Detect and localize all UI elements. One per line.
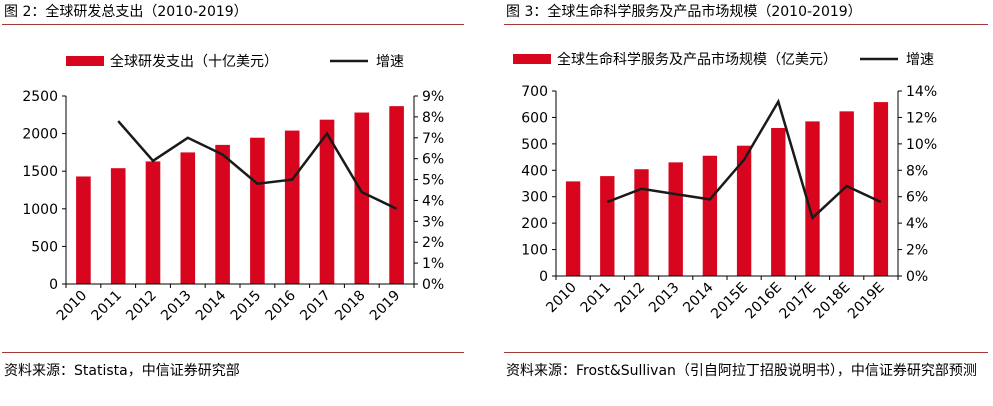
x-axis-tick-label: 2013 xyxy=(646,280,683,317)
figure-2-source: 资料来源：Statista，中信证券研究部 xyxy=(4,363,240,379)
y2-axis-tick-label: 8% xyxy=(906,163,928,179)
x-axis-tick-label: 2015E xyxy=(708,280,751,323)
y2-axis-tick-label: 2% xyxy=(906,243,928,259)
y2-axis-tick-label: 6% xyxy=(422,152,444,168)
figure-2-top-rule xyxy=(2,24,464,25)
x-axis-tick-label: 2016E xyxy=(742,280,785,323)
y2-axis-tick-label: 2% xyxy=(422,235,444,251)
y-axis-tick-label: 1000 xyxy=(22,202,58,218)
bar-2013 xyxy=(180,152,196,284)
y2-axis-tick-label: 6% xyxy=(906,190,928,206)
bar-2010 xyxy=(76,176,91,284)
y-axis-tick-label: 200 xyxy=(521,216,548,232)
y-axis-tick-label: 1500 xyxy=(22,164,58,180)
figure-3-chart: 全球生命科学服务及产品市场规模（亿美元） 增速 0 100 200 300 400 500 60… xyxy=(513,51,937,323)
figure-3-top-rule xyxy=(504,24,988,25)
bar-2010 xyxy=(565,181,581,276)
y-axis-tick-label: 500 xyxy=(521,137,548,153)
figure-2-title: 图 2：全球研发总支出（2010-2019） xyxy=(4,4,248,20)
x-axis-tick-label: 2017E xyxy=(777,280,820,323)
legend-bar-swatch xyxy=(513,54,551,64)
x-axis-tick-label: 2010 xyxy=(543,280,580,317)
bar-2016E xyxy=(771,128,786,276)
x-axis-tick-label: 2012 xyxy=(612,280,649,317)
legend-bar-label: 全球生命科学服务及产品市场规模（亿美元） xyxy=(557,51,837,68)
y2-axis-tick-label: 12% xyxy=(906,110,937,126)
figure-3-title: 图 3：全球生命科学服务及产品市场规模（2010-2019） xyxy=(506,4,862,20)
bar-2015 xyxy=(250,137,265,284)
y2-axis-tick-label: 14% xyxy=(906,84,937,100)
legend-line-label: 增速 xyxy=(906,52,934,68)
bar-2011 xyxy=(110,168,126,284)
bar-2014 xyxy=(215,144,230,284)
y2-axis-tick-label: 3% xyxy=(422,214,444,230)
figure-2-bottom-rule xyxy=(2,352,464,353)
x-axis-tick-label: 2018E xyxy=(811,280,854,323)
bar-2011 xyxy=(600,176,615,276)
x-axis-tick-label: 2019E xyxy=(845,280,888,323)
bar-2015E xyxy=(736,145,752,276)
bar-2017E xyxy=(805,121,820,277)
y-axis-tick-label: 0 xyxy=(49,277,58,293)
y-axis-tick-label: 600 xyxy=(521,110,548,126)
y-axis-tick-label: 2000 xyxy=(22,127,58,143)
y2-axis-tick-label: 1% xyxy=(422,256,444,272)
bar-2017 xyxy=(319,119,335,284)
bar-2012 xyxy=(145,161,161,284)
y2-axis-tick-label: 0% xyxy=(906,269,928,285)
bar-2013 xyxy=(668,162,683,276)
y2-axis-tick-label: 10% xyxy=(906,137,937,153)
y2-axis-tick-label: 8% xyxy=(422,110,444,126)
bar-2014 xyxy=(702,155,718,276)
y2-axis-tick-label: 5% xyxy=(422,173,444,189)
y-axis-tick-label: 300 xyxy=(521,190,548,206)
bar-2012 xyxy=(634,169,649,276)
y-axis-tick-label: 100 xyxy=(521,243,548,259)
figure-2-chart: 全球研发支出（十亿美元） 增速 0 500 1000 1500 2000 2500 0% 1% 2%… xyxy=(22,53,444,324)
legend-line-label: 增速 xyxy=(376,54,404,70)
y2-axis-tick-label: 0% xyxy=(422,277,444,293)
legend-bar-label: 全球研发支出（十亿美元） xyxy=(110,53,278,70)
legend-bar-swatch xyxy=(66,56,104,66)
y2-axis-tick-label: 4% xyxy=(906,216,928,232)
x-axis-tick-label: 2011 xyxy=(578,280,615,317)
bar-2019 xyxy=(389,106,404,284)
y2-axis-tick-label: 9% xyxy=(422,89,444,105)
y-axis-tick-label: 500 xyxy=(31,239,58,255)
bar-2019E xyxy=(873,102,889,276)
bar-2016 xyxy=(284,130,300,284)
y2-axis-tick-label: 4% xyxy=(422,193,444,209)
bar-2018 xyxy=(354,112,370,284)
y-axis-tick-label: 0 xyxy=(539,269,548,285)
y-axis-tick-label: 700 xyxy=(521,84,548,100)
y2-axis-tick-label: 7% xyxy=(422,131,444,147)
y-axis-tick-label: 2500 xyxy=(22,89,58,105)
figure-3-source: 资料来源：Frost&Sullivan（引自阿拉丁招股说明书），中信证券研究部预… xyxy=(506,363,977,379)
figure-3-bottom-rule xyxy=(504,352,988,353)
bar-2018E xyxy=(839,111,854,276)
y-axis-tick-label: 400 xyxy=(521,163,548,179)
